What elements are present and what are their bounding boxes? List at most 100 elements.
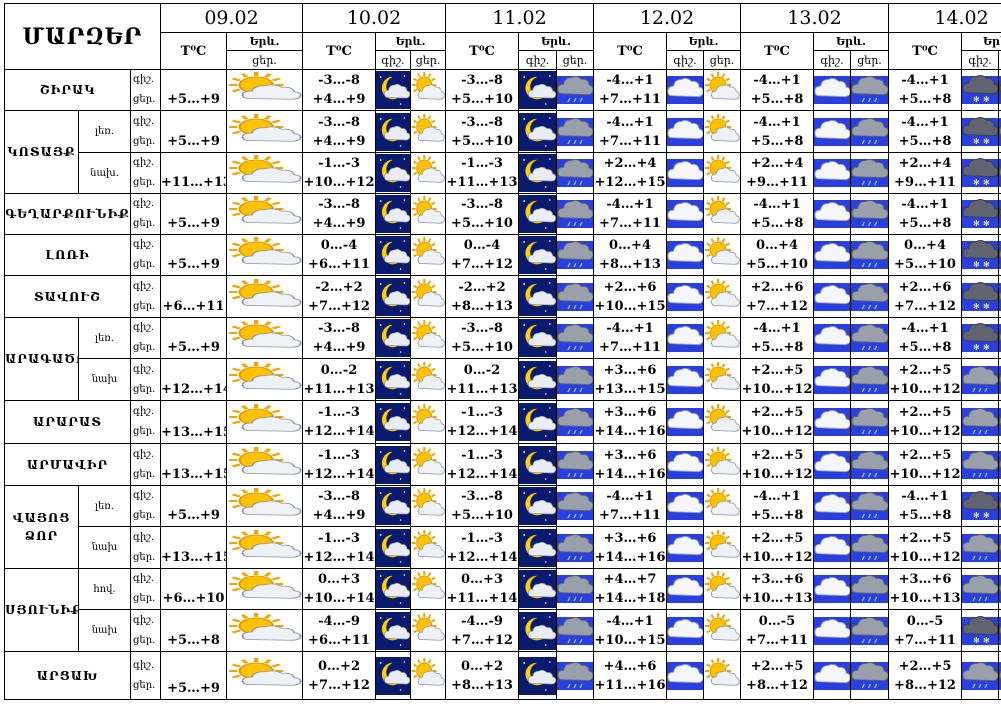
region-title: ՄԱՐԶԵՐ bbox=[3, 3, 162, 70]
temperature-cell: +5…+9 bbox=[160, 110, 228, 153]
rain-cloud-icon bbox=[850, 234, 890, 276]
temperature-cell: +2…+5 +10…+12 bbox=[740, 358, 815, 401]
cloud-icon bbox=[813, 275, 852, 318]
temperature-cell: -4…+1 +5…+8 bbox=[740, 110, 815, 153]
night-temperature: 0…+4 bbox=[609, 238, 651, 253]
sun-cloud-icon bbox=[410, 110, 447, 153]
night-temperature: +3…+6 bbox=[603, 447, 657, 463]
day-temperature: +7…+11 bbox=[599, 216, 661, 231]
night-temperature: +2…+5 bbox=[898, 362, 952, 378]
cloud-icon bbox=[813, 193, 852, 235]
night-label: գիշ. bbox=[133, 115, 155, 127]
day-label: ցեր. bbox=[133, 342, 156, 353]
svg-text:✻: ✻ bbox=[983, 343, 990, 352]
temperature-cell: +2…+4 +9…+11 bbox=[740, 152, 815, 194]
temperature-cell: +3…+6 +14…+16 bbox=[593, 400, 668, 444]
temperature-cell: -4…+1 +7…+11 bbox=[593, 193, 668, 235]
day-temperature: +10…+13 bbox=[889, 591, 961, 606]
rain-cloud-icon bbox=[850, 110, 890, 153]
temperature-cell: -1…-3 +12…+14 bbox=[445, 400, 520, 444]
rain-cloud-icon bbox=[850, 609, 890, 652]
day-temperature: +11…+14 bbox=[446, 591, 518, 606]
subregion-label: նախ bbox=[78, 609, 131, 652]
rain-cloud-icon bbox=[850, 275, 890, 318]
day-label: ցեր. bbox=[133, 300, 156, 312]
day-temperature: +10…+12 bbox=[889, 424, 961, 439]
night-day-label: գիշ. ցեր. bbox=[129, 443, 162, 486]
day-temperature: +10…+13 bbox=[741, 591, 813, 606]
day-label: ցեր. bbox=[133, 679, 156, 691]
rain-cloud-icon bbox=[961, 400, 1000, 444]
moon-cloud-icon bbox=[375, 485, 412, 527]
night-temperature: 0…-4 bbox=[320, 238, 358, 253]
temperature-cell: -3…-8 +5…+10 bbox=[445, 317, 520, 359]
rain-cloud-icon bbox=[556, 69, 595, 111]
night-label: գիշ. bbox=[133, 363, 155, 375]
night-sky-header: գիշ. bbox=[518, 50, 558, 70]
rain-cloud-icon bbox=[850, 485, 890, 527]
rain-cloud-icon bbox=[556, 152, 595, 194]
svg-text:✻: ✻ bbox=[973, 511, 980, 520]
night-day-label: գիշ. ցեր. bbox=[129, 526, 162, 569]
region-name: ԱՐԱՐԱՏ bbox=[4, 400, 131, 444]
day-temperature: +5…+10 bbox=[451, 508, 513, 523]
cloud-icon bbox=[666, 275, 705, 318]
cloud-icon bbox=[813, 568, 852, 610]
sun-cloud-icon bbox=[410, 400, 447, 444]
sun-cloud-icon bbox=[703, 526, 742, 569]
day-temperature: +5…+8 bbox=[898, 133, 952, 149]
day-temperature: +14…+16 bbox=[594, 549, 666, 565]
night-temperature: 0…+4 bbox=[756, 238, 798, 253]
temperature-cell: +2…+5 +8…+12 bbox=[888, 651, 963, 700]
night-temperature: -2…+2 bbox=[458, 279, 506, 295]
cloud-icon bbox=[666, 485, 705, 527]
day-sky-header: ցեր. bbox=[556, 50, 595, 70]
day-label: ցեր. bbox=[133, 135, 156, 147]
night-temperature: -3…-8 bbox=[318, 114, 360, 130]
night-day-label: գիշ. ցեր. bbox=[129, 485, 162, 527]
region-name: ԼՈՌԻ bbox=[4, 234, 131, 276]
night-sky-header: գիշ. bbox=[375, 50, 412, 70]
day-temperature: +13…+15 bbox=[594, 381, 666, 397]
sky-header: Երև. bbox=[813, 32, 890, 51]
day-temperature: +7…+12 bbox=[308, 677, 370, 693]
temperature-cell: -4…+1 +5…+8 bbox=[888, 69, 963, 111]
region-name: ՏԱՎՈՒՇ bbox=[4, 275, 131, 318]
region-name: ՍՅՈՒՆԻՔ bbox=[4, 568, 79, 652]
temperature-cell: -3…-8 +4…+9 bbox=[302, 193, 377, 235]
svg-text:✻: ✻ bbox=[983, 511, 990, 520]
region-name: ԱՐՄԱՎԻՐ bbox=[4, 443, 131, 486]
temperature-cell: -4…+1 +5…+8 bbox=[740, 485, 815, 527]
night-temperature: -1…-3 bbox=[318, 447, 360, 463]
sun-cloud-icon bbox=[226, 609, 304, 652]
day-temperature: +5…+8 bbox=[898, 340, 952, 355]
temperature-cell: 0…-4 +6…+11 bbox=[302, 234, 377, 276]
rain-cloud-icon bbox=[556, 358, 595, 401]
moon-cloud-icon bbox=[375, 152, 412, 194]
rain-cloud-icon bbox=[850, 152, 890, 194]
day-temperature: +5…+10 bbox=[746, 257, 808, 272]
rain-cloud-icon bbox=[556, 443, 595, 486]
day-sky-header: ցեր. bbox=[226, 50, 304, 70]
day-label: ցեր. bbox=[133, 259, 156, 270]
cloud-icon bbox=[666, 400, 705, 444]
sky-header: Երև. bbox=[226, 32, 304, 51]
day-temperature: +9…+11 bbox=[746, 175, 808, 190]
day-temperature: +5…+8 bbox=[898, 508, 952, 523]
sun-cloud-icon bbox=[226, 526, 304, 569]
moon-cloud-icon bbox=[375, 651, 412, 700]
night-label: գիշ. bbox=[133, 322, 155, 333]
temperature-cell: -1…-3 +12…+14 bbox=[302, 400, 377, 444]
svg-text:✻: ✻ bbox=[973, 343, 980, 352]
day-temperature: +10…+12 bbox=[741, 466, 813, 482]
rain-cloud-icon bbox=[556, 400, 595, 444]
rain-cloud-icon bbox=[850, 568, 890, 610]
night-temperature: 0…+3 bbox=[318, 572, 360, 587]
night-label: գիշ. bbox=[133, 157, 155, 168]
cloud-icon bbox=[666, 69, 705, 111]
temperature-cell: -4…-9 +6…+11 bbox=[302, 609, 377, 652]
snow-cloud-icon: ✻ ✻ bbox=[961, 275, 1000, 318]
temperature-cell: -4…-9 +7…+12 bbox=[445, 609, 520, 652]
temperature-cell: 0…+3 +10…+14 bbox=[302, 568, 377, 610]
temperature-cell: -3…-8 +4…+9 bbox=[302, 110, 377, 153]
